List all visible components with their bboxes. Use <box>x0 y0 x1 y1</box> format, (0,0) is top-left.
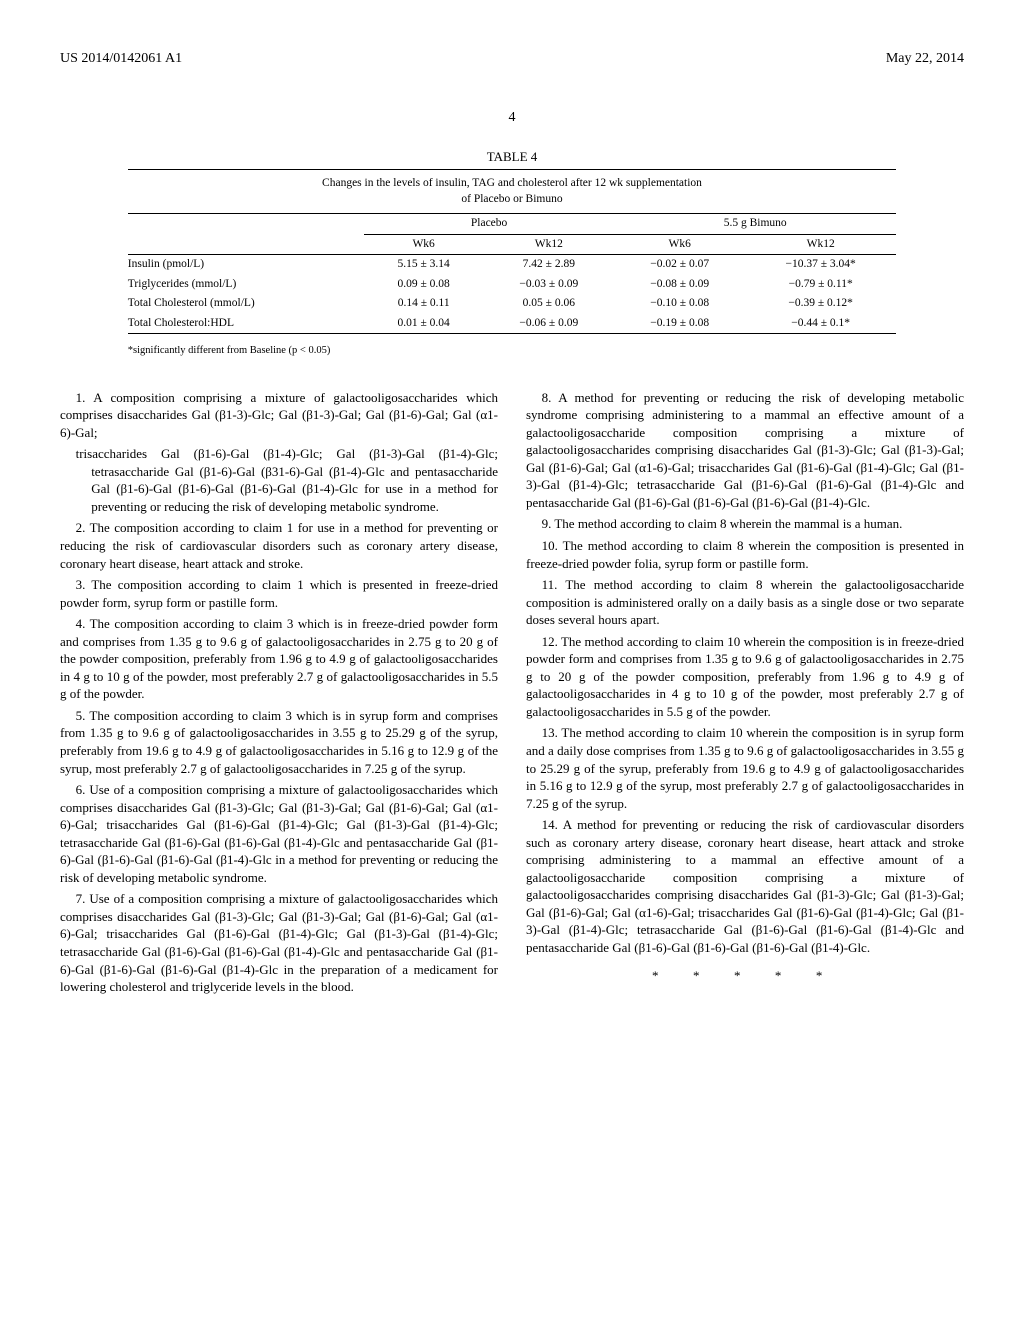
table-label: TABLE 4 <box>128 148 896 166</box>
claims-body: 1. A composition comprising a mixture of… <box>60 389 964 996</box>
table-4: TABLE 4 Changes in the levels of insulin… <box>128 148 896 335</box>
group-bimuno: 5.5 g Bimuno <box>614 214 896 235</box>
table-caption: Changes in the levels of insulin, TAG an… <box>128 170 896 214</box>
patent-number: US 2014/0142061 A1 <box>60 50 182 69</box>
table-row: Total Cholesterol (mmol/L) 0.14 ± 0.11 0… <box>128 294 896 314</box>
claim-1-sub: trisaccharides Gal (β1-6)-Gal (β1-4)-Glc… <box>60 445 498 515</box>
claim-1: 1. A composition comprising a mixture of… <box>60 389 498 442</box>
claim-9: 9. The method according to claim 8 where… <box>526 515 964 533</box>
col-wk12: Wk12 <box>745 234 896 255</box>
table-row: Insulin (pmol/L) 5.15 ± 3.14 7.42 ± 2.89… <box>128 255 896 275</box>
table-row: Total Cholesterol:HDL 0.01 ± 0.04 −0.06 … <box>128 314 896 334</box>
claim-8: 8. A method for preventing or reducing t… <box>526 389 964 512</box>
data-table: Changes in the levels of insulin, TAG an… <box>128 169 896 334</box>
claim-4: 4. The composition according to claim 3 … <box>60 615 498 703</box>
col-wk6: Wk6 <box>364 234 484 255</box>
claim-3: 3. The composition according to claim 1 … <box>60 576 498 611</box>
table-row: Triglycerides (mmol/L) 0.09 ± 0.08 −0.03… <box>128 275 896 295</box>
group-placebo: Placebo <box>364 214 614 235</box>
col-wk12: Wk12 <box>483 234 614 255</box>
col-wk6: Wk6 <box>614 234 745 255</box>
page-header: US 2014/0142061 A1 May 22, 2014 <box>60 50 964 69</box>
claim-13: 13. The method according to claim 10 whe… <box>526 724 964 812</box>
page-number: 4 <box>60 109 964 128</box>
claim-10: 10. The method according to claim 8 wher… <box>526 537 964 572</box>
claim-14: 14. A method for preventing or reducing … <box>526 816 964 956</box>
table-footnote: *significantly different from Baseline (… <box>128 344 896 358</box>
claim-12: 12. The method according to claim 10 whe… <box>526 633 964 721</box>
claim-6: 6. Use of a composition comprising a mix… <box>60 781 498 886</box>
end-marks: * * * * * <box>526 967 964 985</box>
publication-date: May 22, 2014 <box>886 50 964 69</box>
claim-2: 2. The composition according to claim 1 … <box>60 519 498 572</box>
claim-11: 11. The method according to claim 8 wher… <box>526 576 964 629</box>
claim-7: 7. Use of a composition comprising a mix… <box>60 890 498 995</box>
claim-5: 5. The composition according to claim 3 … <box>60 707 498 777</box>
